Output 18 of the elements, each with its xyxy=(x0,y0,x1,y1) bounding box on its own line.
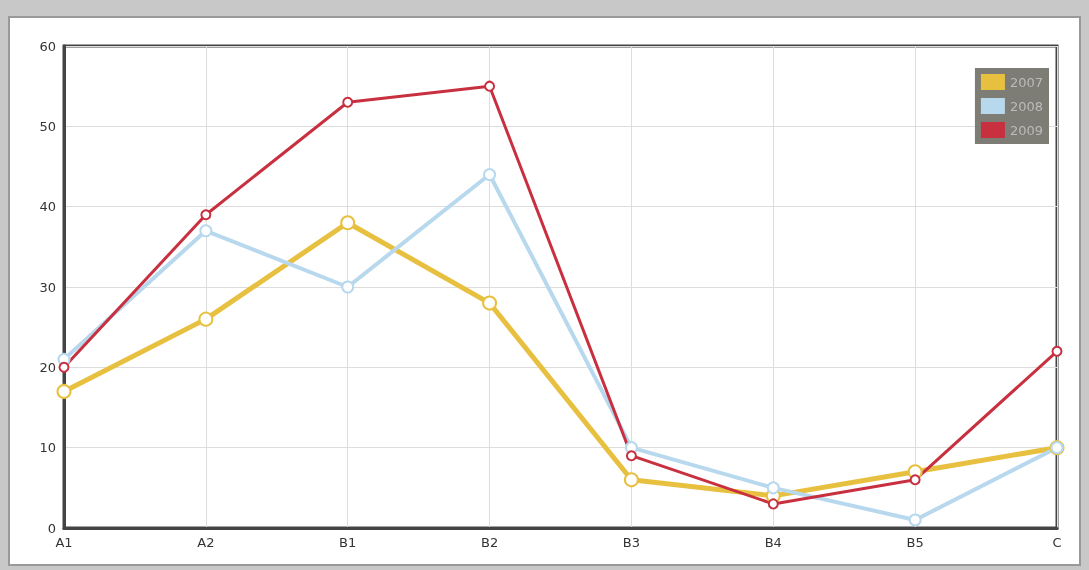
x-tick-label: B2 xyxy=(480,535,499,550)
x-tick-label: B3 xyxy=(622,535,641,550)
x-tick-label: C xyxy=(1052,535,1062,550)
legend-label: 2008 xyxy=(1009,98,1044,114)
y-tick-label: 60 xyxy=(39,38,56,54)
y-tick-label: 20 xyxy=(39,359,56,375)
x-tick-label: A1 xyxy=(55,535,73,550)
x-tick-label: A2 xyxy=(197,535,215,550)
y-tick-label: 0 xyxy=(47,520,56,536)
legend-label: 2009 xyxy=(1009,122,1044,138)
y-tick-label: 10 xyxy=(39,440,56,456)
x-tick-label: B5 xyxy=(906,535,924,550)
x-tick-label: B4 xyxy=(764,535,782,550)
x-tick-label: B1 xyxy=(339,535,357,550)
y-tick-label: 30 xyxy=(39,279,56,295)
y-tick-label: 40 xyxy=(39,199,56,215)
legend-label: 2007 xyxy=(1009,74,1044,90)
y-tick-label: 50 xyxy=(39,118,56,134)
